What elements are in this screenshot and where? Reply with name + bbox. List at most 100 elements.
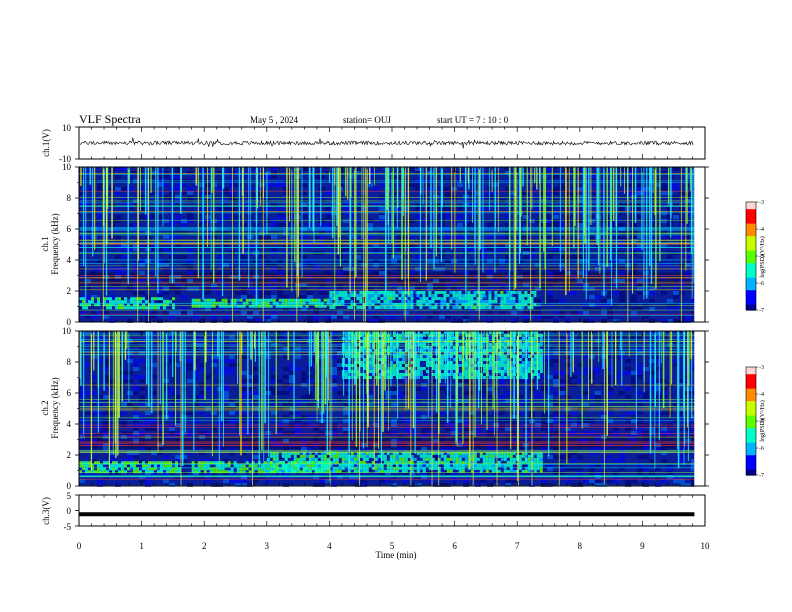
spectrogram-enhancement-cell	[85, 467, 88, 471]
spectrogram-cell	[361, 483, 367, 487]
spectrogram-cell	[403, 191, 409, 195]
spectrogram-cell	[493, 203, 499, 207]
spectrogram-cell	[223, 187, 229, 191]
spectrogram-enhancement-cell	[437, 291, 441, 294]
spectrogram-cell	[457, 367, 463, 371]
spectrogram-enhancement-cell	[218, 461, 222, 465]
spectrogram-enhancement-cell	[191, 461, 195, 465]
spectrogram-cell	[331, 387, 337, 391]
spectrogram-cell	[577, 399, 583, 403]
spectrogram-cell	[235, 183, 241, 187]
spectrogram-cell	[403, 311, 409, 315]
spectrogram-enhancement-cell	[263, 301, 267, 305]
spectrogram-enhancement-cell	[527, 297, 531, 300]
spectrogram-enhancement-cell	[335, 469, 339, 473]
spectrogram-cell	[535, 407, 541, 411]
spectrogram-cell	[91, 271, 97, 275]
spectrogram-enhancement-cell	[293, 301, 297, 305]
spectrogram-enhancement-cell	[197, 464, 201, 468]
spectrogram-cell	[127, 207, 133, 211]
start-time-label: start UT = 7 : 10 : 0	[437, 115, 509, 125]
spectrogram-enhancement-cell	[467, 300, 471, 303]
spectrogram-cell	[595, 263, 601, 267]
station-label: station= OUJ	[343, 115, 391, 125]
spectrogram-cell	[205, 443, 211, 447]
colorbar-segment	[746, 284, 756, 288]
spectrogram-cell	[691, 299, 695, 303]
spectrogram-enhancement-cell	[467, 291, 471, 294]
spectrogram-cell	[691, 399, 695, 403]
spectrogram-enhancement-cell	[175, 461, 178, 465]
spectrogram-cell	[391, 403, 397, 407]
spectrogram-enhancement-cell	[506, 454, 510, 458]
spectrogram-cell	[241, 391, 247, 395]
spectrogram-cell	[343, 367, 349, 371]
spectrogram-cell	[223, 315, 229, 319]
spectrogram-enhancement-cell	[335, 460, 339, 464]
spectrogram-cell	[463, 443, 469, 447]
spectrogram-enhancement-cell	[401, 466, 405, 470]
spectrogram-cell	[253, 447, 259, 451]
spectrogram-enhancement-cell	[485, 469, 489, 473]
spectrogram-cell	[451, 187, 457, 191]
spectrogram-enhancement-cell	[206, 467, 210, 471]
spectrogram-enhancement-cell	[353, 294, 357, 297]
spectrogram-enhancement-cell	[157, 297, 160, 301]
spectrogram-enhancement-cell	[148, 464, 151, 468]
spectrogram-cell	[247, 483, 253, 487]
spectrogram-cell	[565, 215, 571, 219]
spectrogram-cell	[301, 307, 307, 311]
spectrogram-enhancement-cell	[118, 300, 121, 304]
spectrogram-enhancement-cell	[392, 294, 396, 297]
spectrogram-cell	[631, 251, 637, 255]
spectrogram-enhancement-cell	[491, 457, 495, 461]
spectrogram-cell	[241, 479, 247, 483]
spectrogram-cell	[559, 255, 565, 259]
spectrogram-enhancement-cell	[172, 303, 175, 307]
spectrogram-cell	[661, 451, 667, 455]
spectrogram-enhancement-cell	[356, 469, 360, 473]
spectrogram-cell	[541, 375, 547, 379]
spectrogram-cell	[415, 167, 421, 171]
spectrogram-cell	[577, 335, 583, 339]
spectrogram-enhancement-cell	[497, 463, 501, 467]
spectrogram-enhancement-cell	[485, 451, 489, 455]
spectrogram-cell	[499, 311, 505, 315]
spectrogram-cell	[223, 207, 229, 211]
spectrogram-cell	[181, 307, 187, 311]
spectrogram-cell	[559, 263, 565, 267]
spectrogram-cell	[427, 407, 433, 411]
spectrogram-cell	[409, 271, 415, 275]
spectrogram-cell	[265, 431, 271, 435]
spectrogram-cell	[631, 411, 637, 415]
spectrogram-cell	[685, 183, 691, 187]
spectrogram-cell	[199, 319, 205, 323]
spectrogram-enhancement-cell	[127, 306, 130, 310]
spectrogram-enhancement-cell	[425, 457, 429, 461]
spectrogram-cell	[331, 335, 337, 339]
spectrogram-cell	[247, 387, 253, 391]
spectrogram-enhancement-cell	[263, 464, 267, 468]
spectrogram-enhancement-cell	[353, 303, 357, 306]
spectrogram-cell	[127, 443, 133, 447]
spectrogram-enhancement-cell	[203, 470, 207, 474]
spectrogram-enhancement-cell	[419, 300, 423, 303]
spectrogram-enhancement-cell	[296, 463, 300, 467]
spectrogram-cell	[307, 263, 313, 267]
spectrogram-cell	[385, 271, 391, 275]
spectrogram-cell	[139, 271, 145, 275]
spectrogram-enhancement-cell	[362, 454, 366, 458]
spectrogram-cell	[97, 215, 103, 219]
spectrogram-cell	[175, 399, 181, 403]
spectrogram-cell	[331, 203, 337, 207]
spectrogram-enhancement-cell	[491, 463, 495, 467]
spectrogram-enhancement-cell	[293, 304, 297, 308]
spectrogram-enhancement-cell	[374, 466, 378, 470]
spectrogram-cell	[361, 395, 367, 399]
spectrogram-enhancement-cell	[275, 301, 279, 305]
spectrogram-cell	[469, 239, 475, 243]
spectrogram-enhancement-cell	[157, 306, 160, 310]
colorbar-segment	[746, 220, 756, 223]
spectrogram-cell	[265, 259, 271, 263]
